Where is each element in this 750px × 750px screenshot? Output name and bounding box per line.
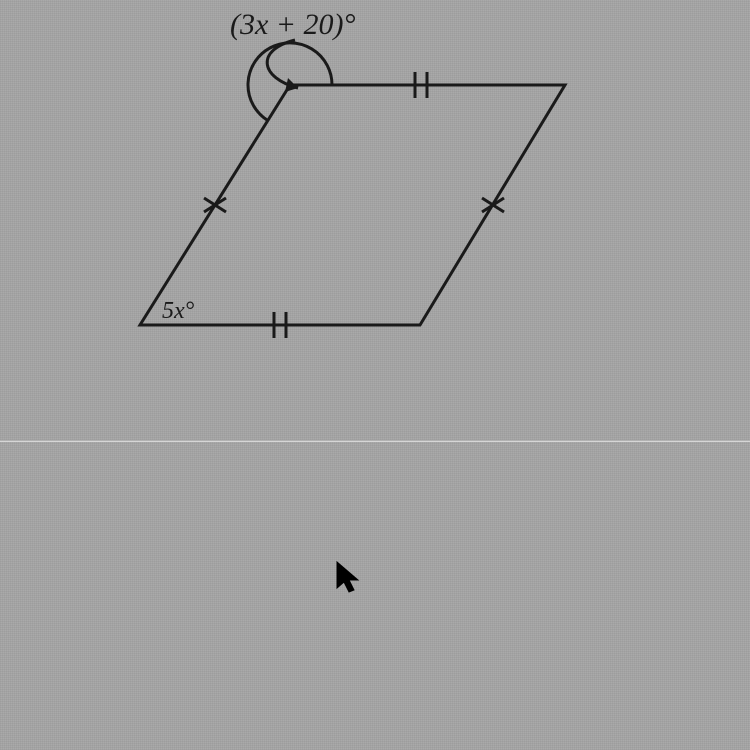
tick-right-single bbox=[482, 198, 504, 212]
diagram-container: 5x° (3x + 20)° bbox=[0, 0, 750, 750]
mouse-cursor-icon bbox=[335, 560, 365, 596]
parallelogram-diagram: 5x° bbox=[0, 0, 750, 750]
tick-left-single bbox=[204, 198, 226, 212]
horizontal-divider bbox=[0, 440, 750, 442]
angle-bottom-label: 5x° bbox=[162, 298, 195, 324]
angle-top-label: (3x + 20)° bbox=[230, 8, 356, 42]
parallelogram-shape bbox=[140, 85, 565, 325]
